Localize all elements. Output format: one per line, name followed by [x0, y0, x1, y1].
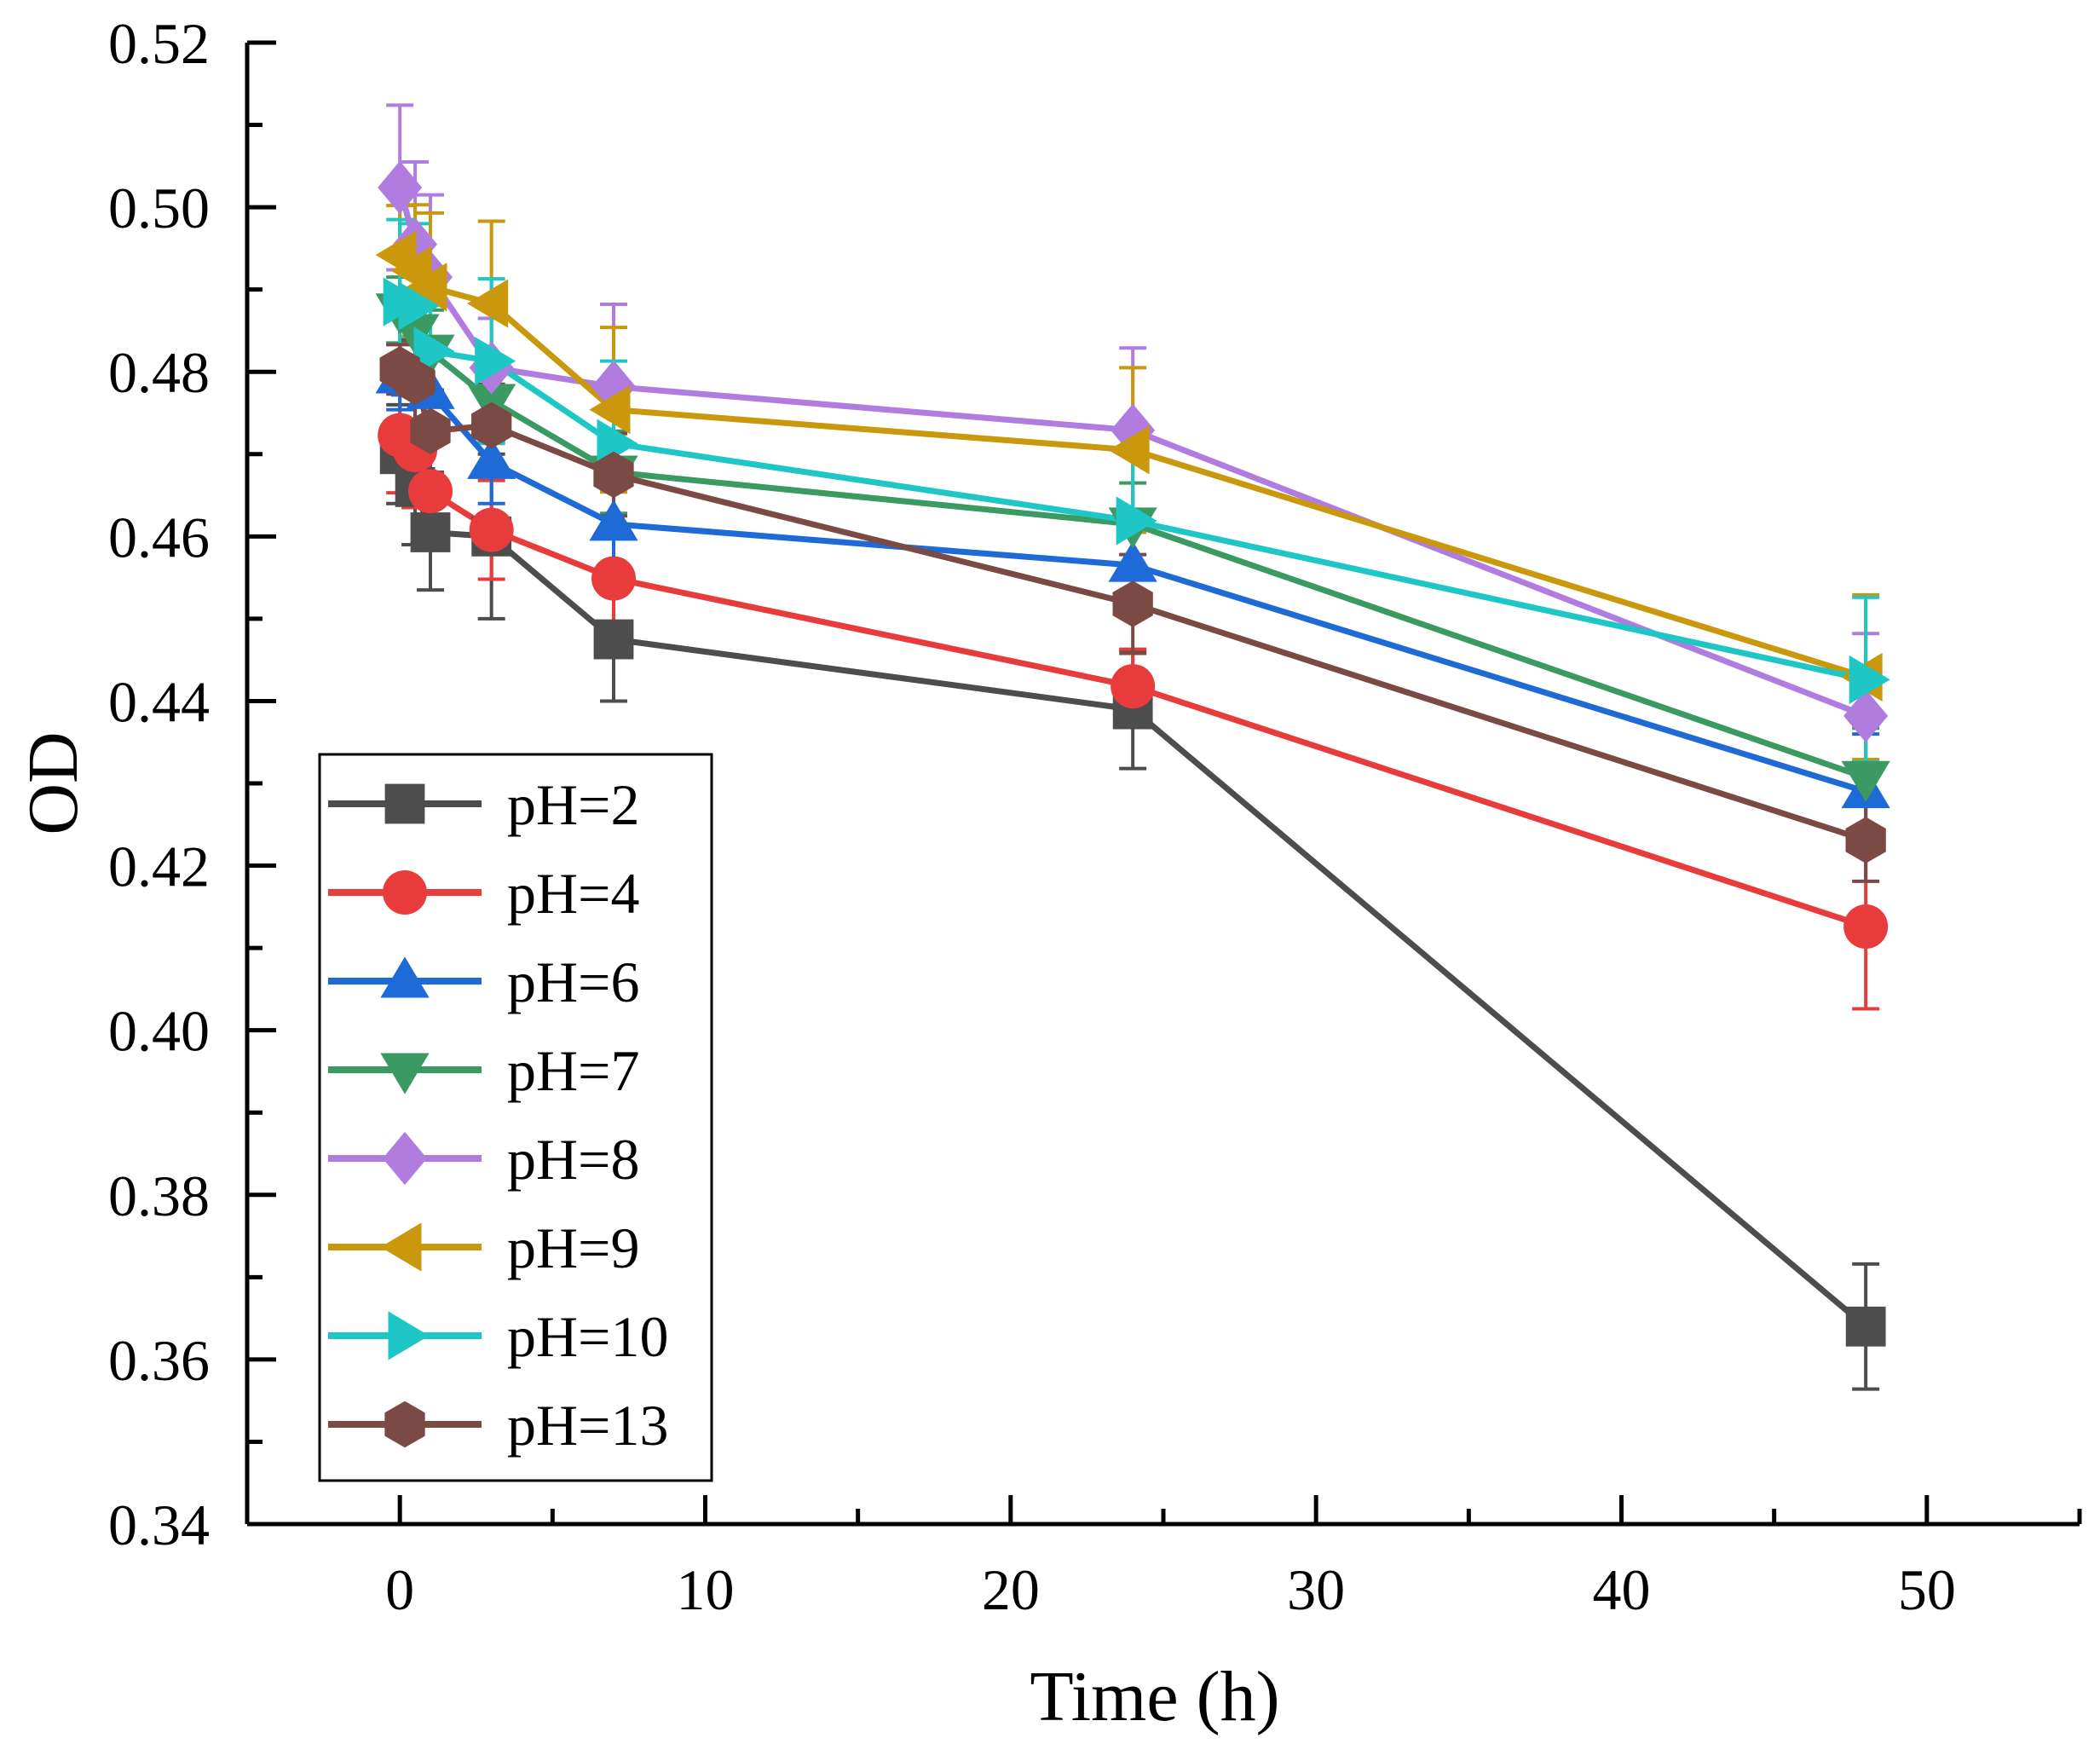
x-axis-title: Time (h) — [1030, 1657, 1279, 1736]
legend-marker-ph-6 — [380, 956, 430, 998]
legend-label-ph-2: pH=2 — [507, 772, 639, 837]
legend-label-ph-6: pH=6 — [507, 950, 639, 1014]
data-point-ph-6 — [467, 437, 516, 479]
legend-label-ph-7: pH=7 — [507, 1038, 639, 1103]
y-tick-label: 0.44 — [108, 669, 210, 734]
legend-marker-ph-8 — [383, 1131, 427, 1186]
x-tick-label: 20 — [982, 1557, 1040, 1622]
legend-label-ph-13: pH=13 — [507, 1393, 668, 1458]
legend-marker-ph-2 — [384, 783, 425, 824]
data-point-ph-4 — [469, 507, 514, 552]
data-point-ph-2 — [593, 619, 634, 660]
y-tick-label: 0.52 — [108, 11, 210, 76]
data-point-ph-4 — [591, 556, 636, 601]
y-tick-label: 0.34 — [108, 1493, 210, 1557]
data-point-ph-10 — [1116, 496, 1157, 546]
data-point-ph-8 — [378, 160, 423, 215]
x-tick-label: 30 — [1287, 1557, 1345, 1622]
data-point-ph-7 — [1841, 760, 1890, 802]
y-tick-label: 0.40 — [108, 999, 210, 1064]
data-point-ph-4 — [1843, 904, 1889, 950]
legend-label-ph-4: pH=4 — [507, 861, 639, 926]
data-point-ph-8 — [1111, 403, 1156, 457]
data-point-ph-9 — [1108, 425, 1150, 475]
y-tick-label: 0.50 — [108, 176, 210, 240]
data-point-ph-13 — [395, 358, 436, 406]
data-point-ph-13 — [471, 401, 512, 449]
legend-box — [318, 753, 713, 1482]
y-tick-label: 0.46 — [108, 505, 210, 569]
data-point-ph-10 — [413, 326, 455, 376]
data-point-ph-13 — [1112, 580, 1153, 627]
data-point-ph-6 — [1108, 540, 1157, 582]
data-point-ph-8 — [1843, 689, 1889, 743]
x-tick-label: 10 — [677, 1557, 735, 1622]
y-tick-label: 0.38 — [108, 1164, 210, 1228]
y-tick-label: 0.42 — [108, 834, 210, 899]
axes: 0.34 0.36 0.38 0.40 0.42 0.44 0.46 0.48 0.50 0.52… — [14, 11, 2082, 1736]
data-point-ph-13 — [410, 407, 451, 455]
data-point-ph-9 — [406, 263, 447, 312]
data-point-ph-2 — [1845, 1306, 1886, 1347]
data-point-ph-13 — [593, 451, 634, 499]
legend-label-ph-10: pH=10 — [507, 1304, 668, 1369]
data-point-ph-2 — [410, 512, 451, 552]
series-markers — [375, 160, 1890, 1347]
x-tick-label: 0 — [385, 1557, 414, 1622]
data-point-ph-9 — [589, 385, 631, 435]
data-point-ph-6 — [589, 500, 638, 541]
data-point-ph-4 — [408, 469, 453, 514]
data-point-ph-10 — [1849, 655, 1890, 704]
legend-marker-ph-10 — [388, 1311, 430, 1360]
data-point-ph-10 — [398, 281, 440, 331]
legend-marker-ph-13 — [384, 1400, 425, 1448]
data-point-ph-9 — [467, 279, 509, 328]
data-point-ph-13 — [1845, 817, 1886, 863]
data-point-ph-4 — [1111, 664, 1156, 709]
y-tick-label: 0.48 — [108, 340, 210, 405]
legend-marker-ph-4 — [383, 870, 427, 915]
y-tick-label: 0.36 — [108, 1328, 210, 1393]
x-tick-label: 40 — [1593, 1557, 1651, 1622]
legend-label-ph-8: pH=8 — [507, 1127, 639, 1192]
legend: pH=2 pH=4 pH=6 pH=7 pH=8 pH=9 pH=10 pH=13 — [318, 753, 713, 1482]
y-axis-title: OD — [14, 731, 93, 834]
legend-label-ph-9: pH=9 — [507, 1216, 639, 1280]
x-tick-label: 50 — [1898, 1557, 1956, 1622]
data-point-ph-10 — [475, 337, 516, 386]
legend-marker-ph-9 — [380, 1222, 422, 1272]
legend-marker-ph-7 — [380, 1053, 430, 1094]
